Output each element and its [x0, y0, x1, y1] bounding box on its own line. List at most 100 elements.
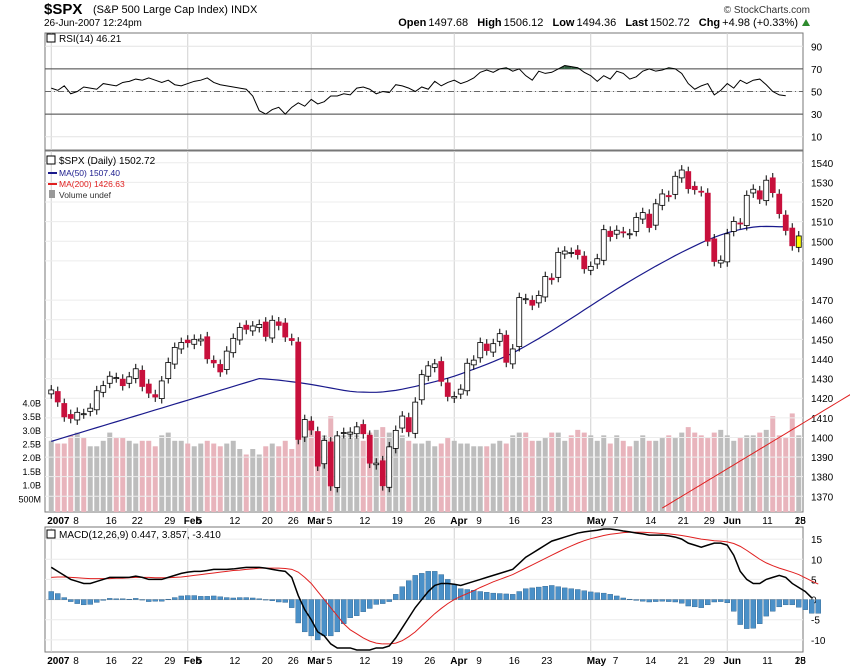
volume-bar: [224, 443, 230, 512]
candle-body: [555, 252, 562, 278]
candle-body: [282, 322, 289, 338]
candle-body: [126, 376, 133, 384]
volume-bar: [458, 443, 464, 512]
volume-bar: [81, 438, 87, 512]
candle-body: [249, 325, 256, 332]
volume-bar: [198, 443, 204, 512]
macd-histogram-bar: [308, 599, 314, 637]
macd-histogram-bar: [705, 599, 711, 606]
candle-body: [646, 213, 653, 228]
volume-bar: [542, 438, 548, 512]
macd-histogram-bar: [783, 599, 789, 606]
open-value: 1497.68: [428, 17, 469, 29]
candle-body: [756, 190, 763, 200]
macd-histogram-bar: [178, 595, 184, 600]
candle-body: [620, 231, 627, 234]
price-tick-label: 1490: [811, 257, 834, 268]
macd-histogram-bar: [640, 599, 646, 602]
volume-bar: [419, 443, 425, 512]
volume-bar: [256, 454, 262, 512]
ma50-line: [51, 225, 786, 442]
volume-bar: [718, 429, 724, 512]
volume-bar: [666, 435, 672, 512]
x-axis-label-bottom: 8: [73, 656, 79, 667]
candle-body: [139, 369, 146, 387]
macd-histogram-bar: [61, 597, 67, 600]
volume-tick-label: 500M: [18, 494, 41, 504]
macd-histogram-bar: [250, 597, 256, 600]
macd-histogram-bar: [542, 586, 548, 600]
volume-bar: [354, 435, 360, 512]
x-axis-label-top: 9: [476, 516, 482, 527]
macd-histogram-bar: [744, 599, 750, 629]
candle-body: [464, 362, 471, 392]
candle-body: [542, 276, 549, 298]
candle-body: [698, 190, 705, 193]
candle-body: [782, 214, 789, 231]
macd-histogram-bar: [120, 598, 126, 600]
macd-histogram-bar: [796, 599, 802, 608]
volume-tick-label: 3.5B: [22, 412, 41, 422]
volume-bar: [185, 443, 191, 512]
macd-histogram-bar: [146, 599, 152, 602]
volume-bar: [705, 438, 711, 512]
macd-histogram-bar: [289, 599, 295, 608]
last-candle: [795, 235, 802, 248]
candle-body: [626, 233, 633, 236]
macd-histogram-bar: [341, 599, 347, 624]
symbol-title: $SPX: [44, 1, 83, 18]
macd-histogram-bar: [438, 574, 444, 600]
macd-histogram-bar: [607, 594, 613, 600]
price-tick-label: 1420: [811, 394, 834, 405]
volume-bar: [549, 432, 555, 512]
macd-histogram-bar: [243, 597, 249, 600]
macd-histogram-bar: [575, 589, 581, 600]
candle-body: [503, 334, 510, 363]
candle-body: [659, 193, 666, 206]
volume-bar: [614, 435, 620, 512]
volume-bar: [152, 446, 158, 512]
x-axis-label-top: Feb: [184, 516, 202, 527]
x-axis-label-bottom: 29: [704, 656, 716, 667]
candle-body: [470, 359, 477, 366]
candle-body: [360, 424, 367, 435]
candle-body: [171, 346, 178, 365]
macd-line: [50, 528, 813, 651]
macd-histogram-bar: [191, 595, 197, 600]
candle-body: [691, 185, 698, 191]
price-tick-label: 1410: [811, 414, 834, 425]
macd-histogram-bar: [653, 599, 659, 602]
macd-histogram-bar: [679, 599, 685, 604]
volume-bar: [120, 438, 126, 512]
index-full-name: (S&P 500 Large Cap Index): [93, 4, 228, 16]
x-axis-label-bottom: 23: [541, 656, 553, 667]
candle-body: [444, 382, 451, 397]
macd-histogram-bar: [393, 594, 399, 600]
volume-bar: [796, 435, 802, 512]
x-axis-label-top: 26: [288, 516, 300, 527]
x-axis-label-top: 8: [73, 516, 79, 527]
last-label: Last: [625, 17, 648, 29]
macd-histogram-bar: [100, 599, 106, 601]
volume-bar: [627, 446, 633, 512]
candle-body: [217, 364, 224, 373]
x-axis-label-bottom: 21: [678, 656, 690, 667]
macd-histogram-bar: [510, 594, 516, 600]
rsi-tick-label: 70: [811, 65, 823, 76]
candle-body: [483, 343, 490, 351]
volume-bar: [484, 446, 490, 512]
exchange-label: INDX: [231, 4, 258, 16]
candle-body: [314, 431, 321, 467]
macd-histogram-bar: [633, 599, 639, 601]
macd-histogram-bar: [159, 599, 165, 602]
macd-histogram-bar: [315, 599, 321, 641]
macd-tick-label: -10: [811, 636, 826, 647]
volume-bar: [555, 432, 561, 512]
volume-bar: [315, 432, 321, 512]
rsi-tick-label: 50: [811, 88, 823, 99]
candle-body: [301, 419, 308, 438]
macd-histogram-bar: [425, 571, 431, 600]
macd-histogram-bar: [328, 599, 334, 637]
volume-bar: [367, 432, 373, 512]
candle-body: [347, 431, 354, 435]
